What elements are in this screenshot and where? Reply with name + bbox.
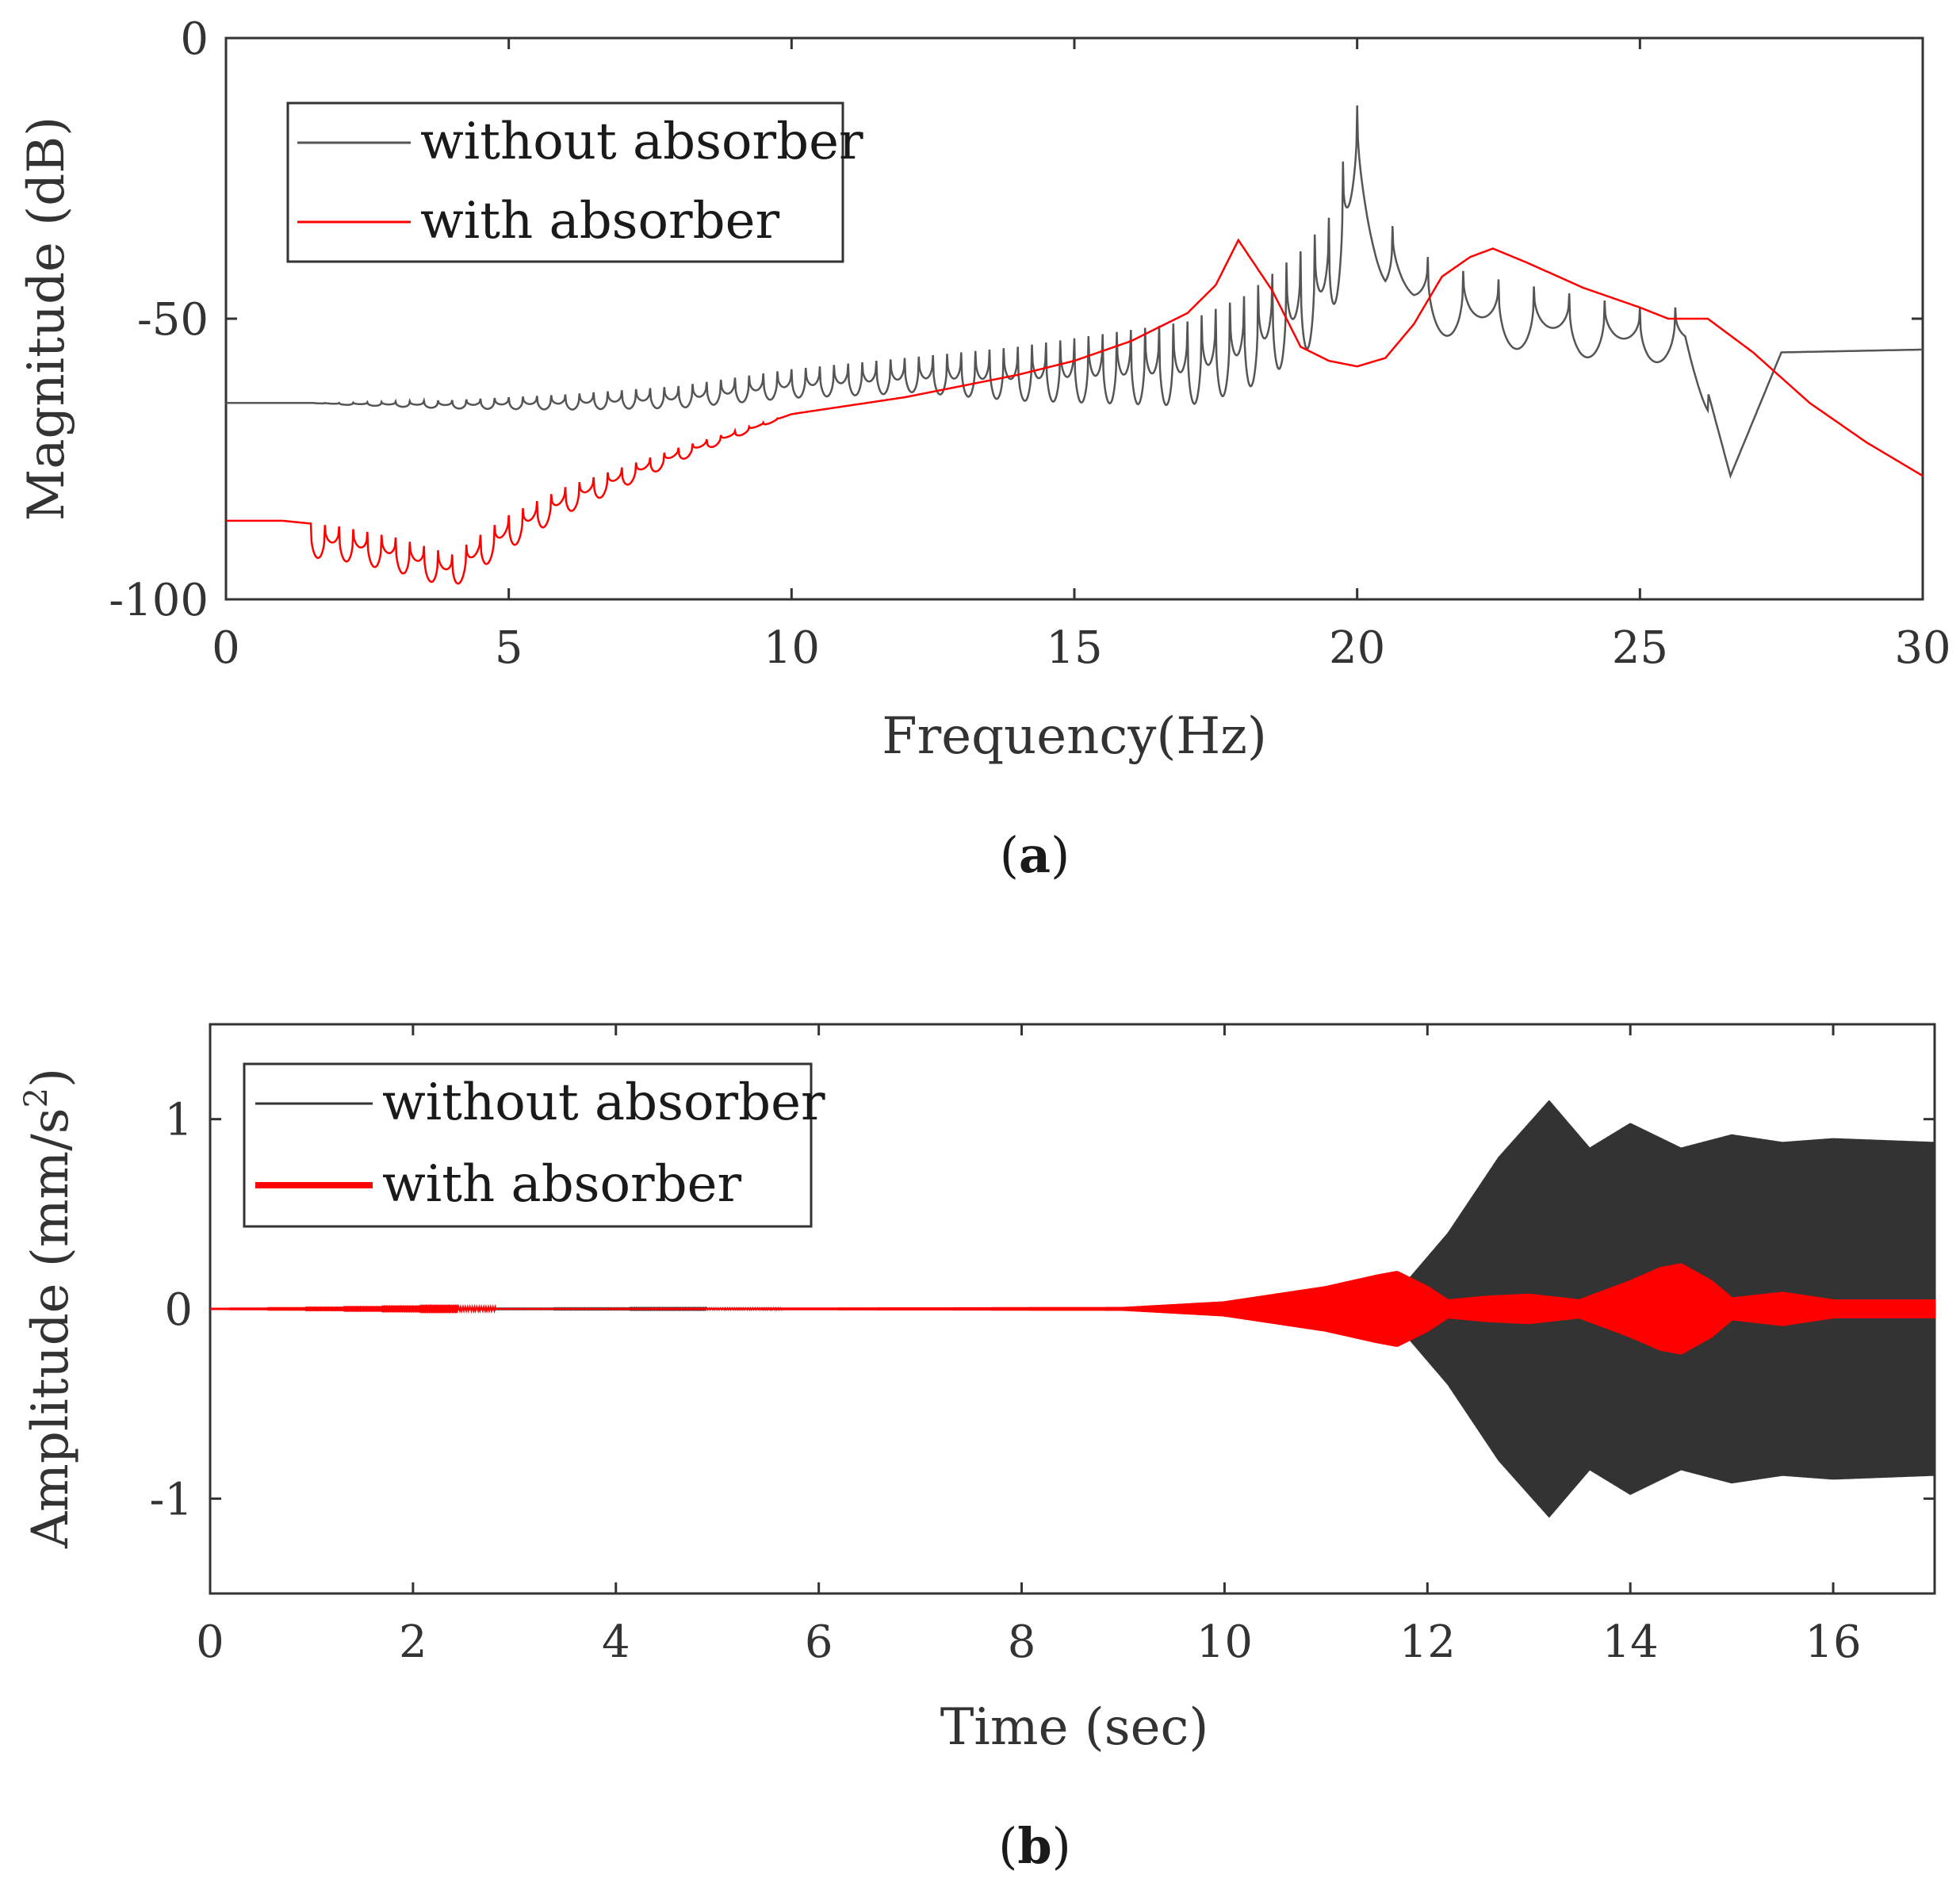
y-tick-label-b: 1 <box>164 1095 193 1146</box>
y-tick-label-b: -1 <box>149 1474 193 1525</box>
series-line-with-absorber-b <box>210 1263 1936 1355</box>
y-axis-label-b-close: ) <box>21 1068 80 1088</box>
y-axis-label-b-main: Amplitude (mm/s <box>21 1108 80 1549</box>
legend-label-with-absorber-a: with absorber <box>420 192 779 251</box>
y-axis-label-a: Magnitude (dB) <box>17 117 76 521</box>
x-tick-label-a: 20 <box>1329 622 1385 674</box>
y-ticks-b: 1 0 -1 <box>149 1095 1935 1525</box>
x-tick-label-b: 0 <box>196 1616 224 1668</box>
x-tick-label-b: 4 <box>602 1616 630 1668</box>
x-tick-label-a: 5 <box>495 622 523 674</box>
y-axis-label-b: Amplitude (mm/s2) <box>18 1068 80 1549</box>
x-tick-label-a: 15 <box>1046 622 1102 674</box>
x-tick-label-b: 10 <box>1196 1616 1253 1668</box>
legend-a: without absorber with absorber <box>286 101 863 263</box>
y-tick-label-a: -100 <box>109 575 209 626</box>
x-tick-label-a: 0 <box>212 622 240 674</box>
x-axis-label-b: Time (sec) <box>940 1698 1209 1757</box>
x-tick-label-b: 8 <box>1008 1616 1036 1668</box>
series-line-with-absorber-a <box>226 238 1924 585</box>
y-tick-label-a: -50 <box>137 294 209 346</box>
series-b <box>210 1100 1936 1518</box>
legend-label-without-absorber-a: without absorber <box>420 113 863 171</box>
x-axis-label-a: Frequency(Hz) <box>882 707 1267 766</box>
x-tick-label-a: 10 <box>764 622 820 674</box>
panel-caption-letter-b: b <box>1017 1817 1051 1875</box>
legend-box-b <box>243 1062 813 1228</box>
panel-a-frequency-response: 0 5 10 15 20 25 30 0 -50 -100 without absorber w… <box>17 13 1951 884</box>
legend-b: without absorber with absorber <box>243 1062 825 1228</box>
x-tick-label-b: 2 <box>399 1616 427 1668</box>
legend-box-a <box>286 101 844 263</box>
x-ticks-b: 0 2 4 6 8 10 12 14 16 <box>196 1024 1862 1668</box>
y-ticks-a: 0 -50 -100 <box>109 13 1923 626</box>
x-tick-label-a: 25 <box>1612 622 1668 674</box>
x-ticks-a: 0 5 10 15 20 25 30 <box>212 38 1951 674</box>
x-tick-label-a: 30 <box>1894 622 1950 674</box>
y-axis-label-b-superscript: 2 <box>18 1088 55 1108</box>
y-tick-label-a: 0 <box>180 13 209 65</box>
panel-caption-b: (b) <box>998 1817 1071 1875</box>
x-tick-label-b: 12 <box>1399 1616 1456 1668</box>
y-tick-label-b: 0 <box>164 1284 193 1336</box>
panel-b-time-response: 0 2 4 6 8 10 12 14 16 10-1 without absorber with… <box>18 1023 1936 1875</box>
legend-label-without-absorber-b: without absorber <box>382 1073 825 1132</box>
panel-caption-letter-a: a <box>1019 826 1051 884</box>
legend-label-with-absorber-b: with absorber <box>382 1155 741 1214</box>
x-tick-label-b: 16 <box>1805 1616 1861 1668</box>
x-tick-label-b: 14 <box>1602 1616 1659 1668</box>
x-tick-label-b: 6 <box>805 1616 833 1668</box>
series-a <box>226 105 1924 585</box>
panel-caption-a: (a) <box>1000 826 1070 884</box>
